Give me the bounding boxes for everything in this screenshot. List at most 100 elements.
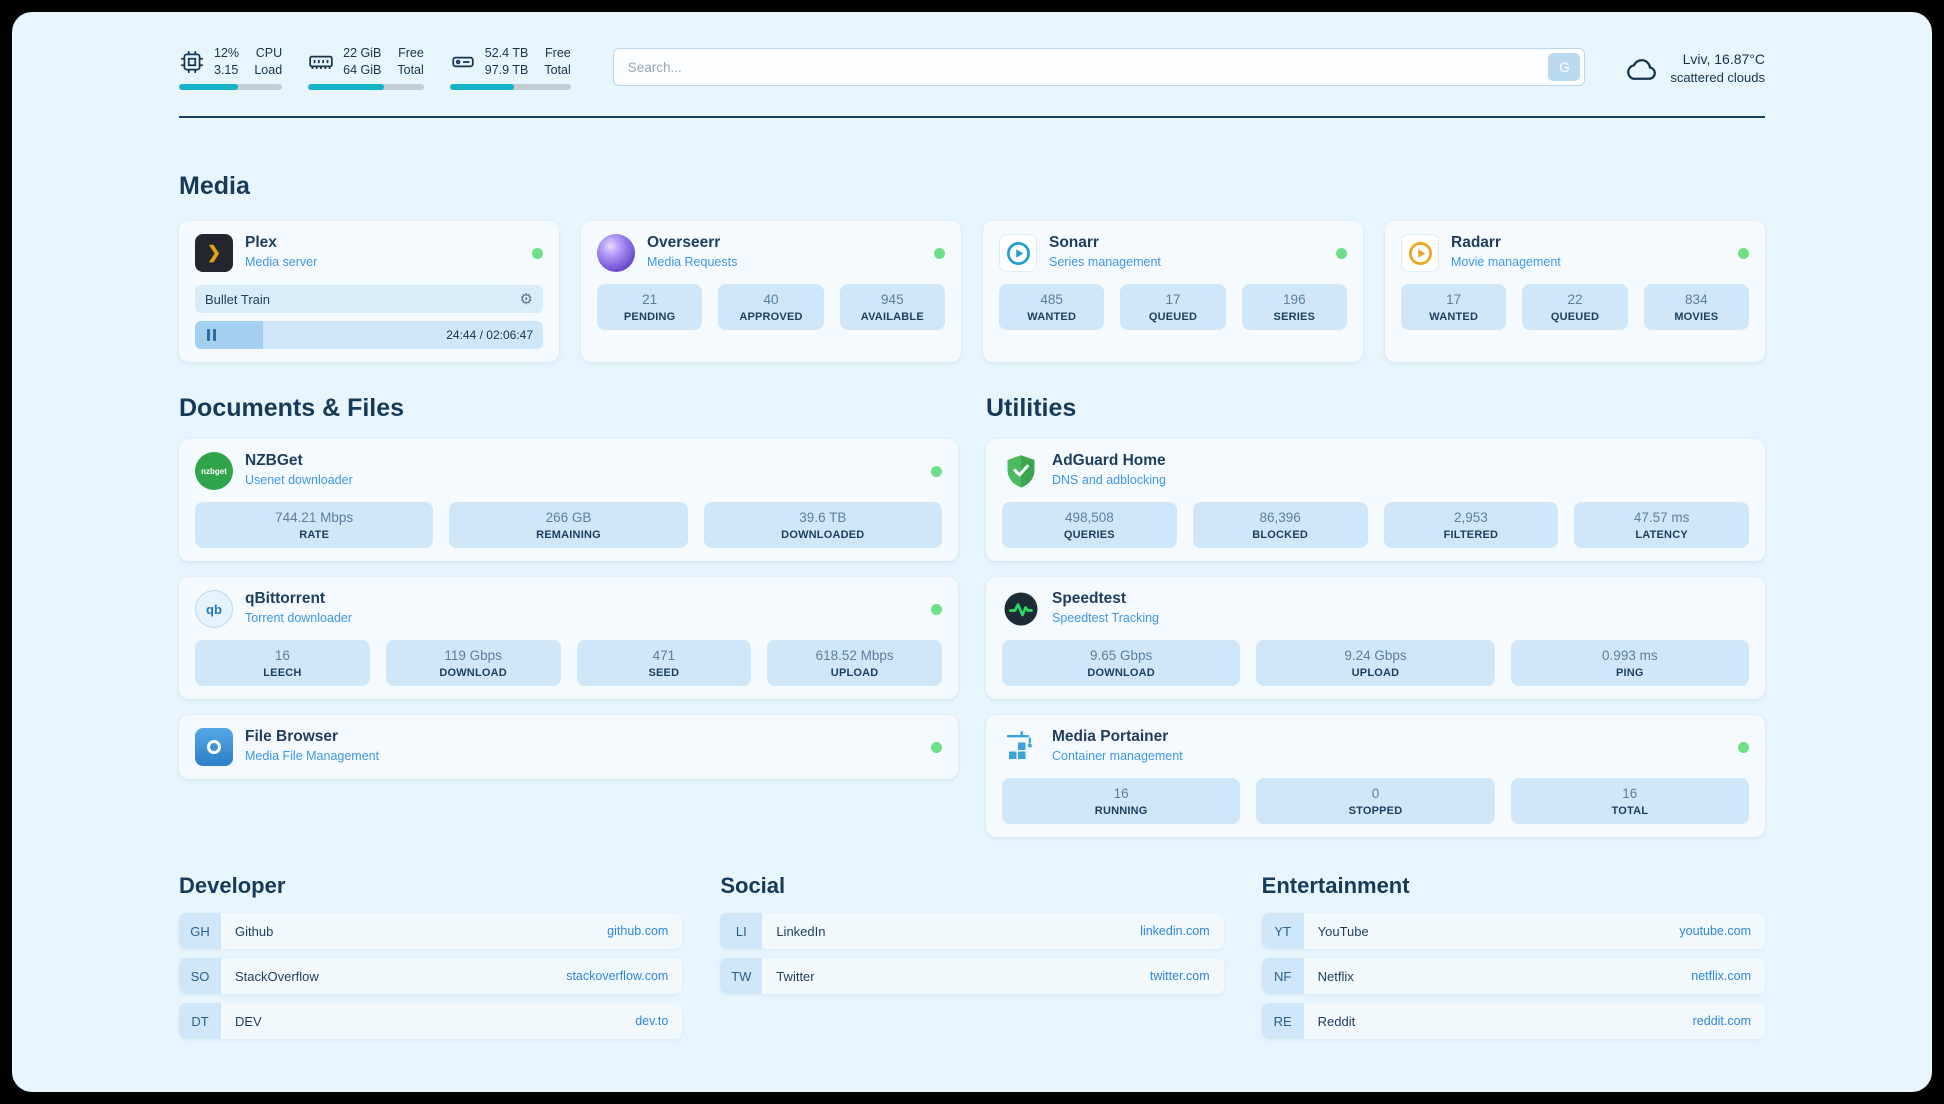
- card-header: Overseerr Media Requests: [597, 234, 945, 272]
- bookmark-dev[interactable]: DT DEV dev.to: [179, 1003, 683, 1039]
- bookmark-badge: DT: [179, 1003, 221, 1039]
- app-title-block: AdGuard Home DNS and adblocking: [1052, 452, 1166, 487]
- storage-total-value: 97.9 TB: [484, 63, 529, 77]
- bookmark-url[interactable]: linkedin.com: [1140, 924, 1210, 938]
- search-input[interactable]: [612, 48, 1586, 86]
- stat-value: 16: [1113, 786, 1129, 801]
- bookmark-url[interactable]: youtube.com: [1679, 924, 1751, 938]
- playback-progress-bar[interactable]: 24:44 / 02:06:47: [195, 321, 543, 349]
- card-header: Plex Media server: [195, 234, 543, 272]
- stat-label: BLOCKED: [1252, 529, 1309, 541]
- adguard-shield-icon: [1002, 452, 1040, 490]
- stat-value: 834: [1685, 292, 1708, 307]
- bookmark-url[interactable]: twitter.com: [1149, 969, 1210, 983]
- stat-box: 40 APPROVED: [718, 284, 824, 330]
- weather-location: Lviv, 16.87°C: [1682, 51, 1765, 67]
- hard-drive-icon: [450, 49, 476, 75]
- bookmark-netflix[interactable]: NF Netflix netflix.com: [1261, 958, 1765, 994]
- card-header: AdGuard Home DNS and adblocking: [1002, 452, 1749, 490]
- app-title-block: Media Portainer Container management: [1052, 728, 1183, 763]
- bookmark-url[interactable]: dev.to: [635, 1014, 669, 1028]
- app-card-adguard[interactable]: AdGuard Home DNS and adblocking 498,508 …: [986, 439, 1765, 561]
- stat-label: UPLOAD: [1351, 667, 1400, 679]
- stat-value: 22: [1567, 292, 1583, 307]
- bookmark-name: DEV: [235, 1013, 262, 1029]
- bookmark-group-title: Social: [720, 873, 786, 898]
- overseerr-icon: [597, 234, 635, 272]
- cpu-progress-bar: [179, 84, 283, 90]
- app-card-plex[interactable]: Plex Media server Bullet Train 24:44 / 0…: [179, 221, 559, 362]
- card-header: Sonarr Series management: [999, 234, 1347, 272]
- radarr-icon: [1401, 234, 1439, 272]
- stat-box: 834 MOVIES: [1643, 284, 1749, 330]
- bookmark-url[interactable]: github.com: [607, 924, 669, 938]
- stat-box: 16 RUNNING: [1002, 778, 1241, 824]
- app-subtitle: Media File Management: [245, 749, 380, 763]
- portainer-crane-icon: [1002, 728, 1040, 766]
- bookmark-reddit[interactable]: RE Reddit reddit.com: [1261, 1003, 1765, 1039]
- stat-label: STOPPED: [1348, 805, 1403, 817]
- stat-label: AVAILABLE: [860, 311, 924, 323]
- stat-label: REMAINING: [536, 529, 601, 541]
- stat-box: 945 AVAILABLE: [839, 284, 945, 330]
- stat-value: 17: [1446, 292, 1462, 307]
- stat-value: 266 GB: [545, 510, 592, 525]
- app-name: NZBGet: [245, 452, 303, 469]
- bookmark-group-social: Social LI LinkedIn linkedin.com TW Twitt…: [720, 873, 1224, 1048]
- stat-box: 2,953 FILTERED: [1383, 502, 1559, 548]
- app-title-block: Plex Media server: [245, 234, 317, 269]
- stat-label: UPLOAD: [830, 667, 879, 679]
- settings-gear-icon[interactable]: [520, 290, 533, 308]
- qbittorrent-icon: qb: [195, 590, 233, 628]
- storage-total-label: Total: [544, 63, 571, 77]
- app-title-block: qBittorrent Torrent downloader: [245, 590, 352, 625]
- app-card-portainer[interactable]: Media Portainer Container management 16 …: [986, 715, 1765, 837]
- weather-widget[interactable]: Lviv, 16.87°C scattered clouds: [1623, 51, 1765, 85]
- bookmark-youtube[interactable]: YT YouTube youtube.com: [1261, 913, 1765, 949]
- nzbget-icon: nzbget: [195, 452, 233, 490]
- stats-row: 21 PENDING 40 APPROVED 945 AVAILABLE: [597, 284, 945, 330]
- bookmark-github[interactable]: GH Github github.com: [179, 913, 683, 949]
- storage-free-label: Free: [545, 46, 571, 60]
- bookmark-url[interactable]: reddit.com: [1692, 1014, 1751, 1028]
- stat-value: 618.52 Mbps: [815, 648, 894, 663]
- stats-row: 17 WANTED 22 QUEUED 834 MOVIES: [1401, 284, 1749, 330]
- app-card-qbittorrent[interactable]: qb qBittorrent Torrent downloader 16 LEE…: [179, 577, 958, 699]
- bookmark-linkedin[interactable]: LI LinkedIn linkedin.com: [720, 913, 1224, 949]
- cpu-load-label: Load: [254, 63, 283, 77]
- status-dot: [931, 741, 942, 753]
- app-card-filebrowser[interactable]: File Browser Media File Management: [179, 715, 958, 779]
- bookmark-badge: TW: [720, 958, 763, 994]
- status-dot: [934, 247, 945, 259]
- memory-total-value: 64 GiB: [343, 63, 382, 77]
- cpu-values: 12% CPU 3.15 Load: [214, 46, 282, 77]
- app-card-speedtest[interactable]: Speedtest Speedtest Tracking 9.65 Gbps D…: [986, 577, 1765, 699]
- stat-value: 17: [1165, 292, 1181, 307]
- app-subtitle: Usenet downloader: [245, 473, 353, 487]
- section-title-utilities: Utilities: [986, 394, 1077, 422]
- topbar: 12% CPU 3.15 Load: [12, 12, 1932, 90]
- app-card-overseerr[interactable]: Overseerr Media Requests 21 PENDING 40 A…: [581, 221, 961, 362]
- stat-label: QUEUED: [1148, 311, 1198, 323]
- pause-icon[interactable]: [207, 329, 216, 341]
- stat-value: 0.993 ms: [1602, 648, 1658, 663]
- bookmark-badge: GH: [179, 913, 221, 949]
- app-title-block: Radarr Movie management: [1451, 234, 1561, 269]
- app-card-radarr[interactable]: Radarr Movie management 17 WANTED 22 QUE…: [1385, 221, 1765, 362]
- app-card-nzbget[interactable]: nzbget NZBGet Usenet downloader 744.21 M…: [179, 439, 958, 561]
- search-engine-button[interactable]: G: [1548, 53, 1581, 81]
- storage-free-value: 52.4 TB: [484, 46, 529, 60]
- bookmark-stackoverflow[interactable]: SO StackOverflow stackoverflow.com: [179, 958, 683, 994]
- app-name: Sonarr: [1049, 234, 1099, 251]
- bookmark-url[interactable]: stackoverflow.com: [566, 969, 669, 983]
- bookmark-url[interactable]: netflix.com: [1691, 969, 1751, 983]
- stats-row: 498,508 QUERIES 86,396 BLOCKED 2,953 FIL…: [1002, 502, 1749, 548]
- status-dot: [931, 603, 942, 615]
- stat-label: SEED: [648, 667, 680, 679]
- bookmark-badge: NF: [1261, 958, 1304, 994]
- stat-label: LEECH: [263, 667, 302, 679]
- app-card-sonarr[interactable]: Sonarr Series management 485 WANTED 17 Q…: [983, 221, 1363, 362]
- plex-icon: [195, 234, 233, 272]
- bookmark-twitter[interactable]: TW Twitter twitter.com: [720, 958, 1224, 994]
- stat-value: 16: [274, 648, 290, 663]
